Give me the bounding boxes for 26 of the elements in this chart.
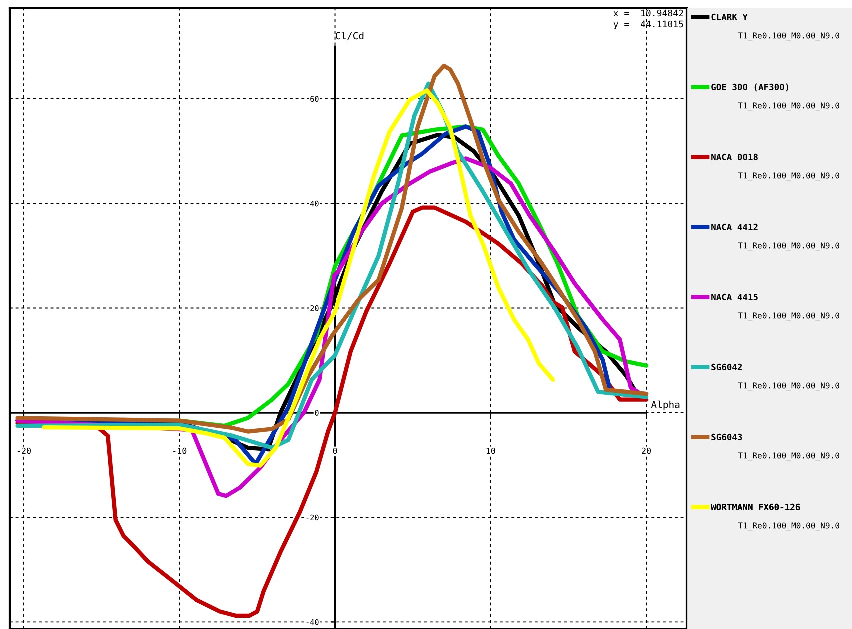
annotation: y = 44.11015 <box>614 20 684 30</box>
x-tick-label: 20 <box>642 448 652 454</box>
y-axis-title: Cl/Cd <box>336 32 364 40</box>
text: T1_Re0.100_M0.00_N9.0 <box>738 452 840 461</box>
legend-label: NACA 0018 <box>712 154 758 161</box>
x-tick-label: -10 <box>174 448 187 454</box>
line-series <box>42 88 556 468</box>
text: T1_Re0.100_M0.00_N9.0 <box>738 32 840 41</box>
text: T1_Re0.100_M0.00_N9.0 <box>738 172 840 181</box>
legend-label: GOE 300 (AF300) <box>712 84 788 92</box>
text: T1_Re0.100_M0.00_N9.0 <box>738 242 840 251</box>
legend-label: CLARK Y <box>712 14 748 21</box>
x-tick-label: 0 <box>333 448 338 454</box>
x-tick-label: -20 <box>18 448 31 454</box>
text: T1_Re0.100_M0.00_N9.0 <box>738 312 840 321</box>
legend-label: NACA 4415 <box>712 294 758 301</box>
legend-label: WORTMANN FX60-126 <box>711 504 800 511</box>
legend-label: SG6043 <box>712 434 742 441</box>
x-tick-label: 10 <box>486 448 496 454</box>
legend-label: NACA 4412 <box>712 224 758 231</box>
text: T1_Re0.100_M0.00_N9.0 <box>738 382 840 391</box>
text: T1_Re0.100_M0.00_N9.0 <box>738 102 840 111</box>
text: T1_Re0.100_M0.00_N9.0 <box>738 522 840 531</box>
annotation: x = 10.94842 <box>614 10 684 17</box>
legend-label: SG6042 <box>712 364 742 371</box>
x-axis-title: Alpha <box>651 400 680 410</box>
